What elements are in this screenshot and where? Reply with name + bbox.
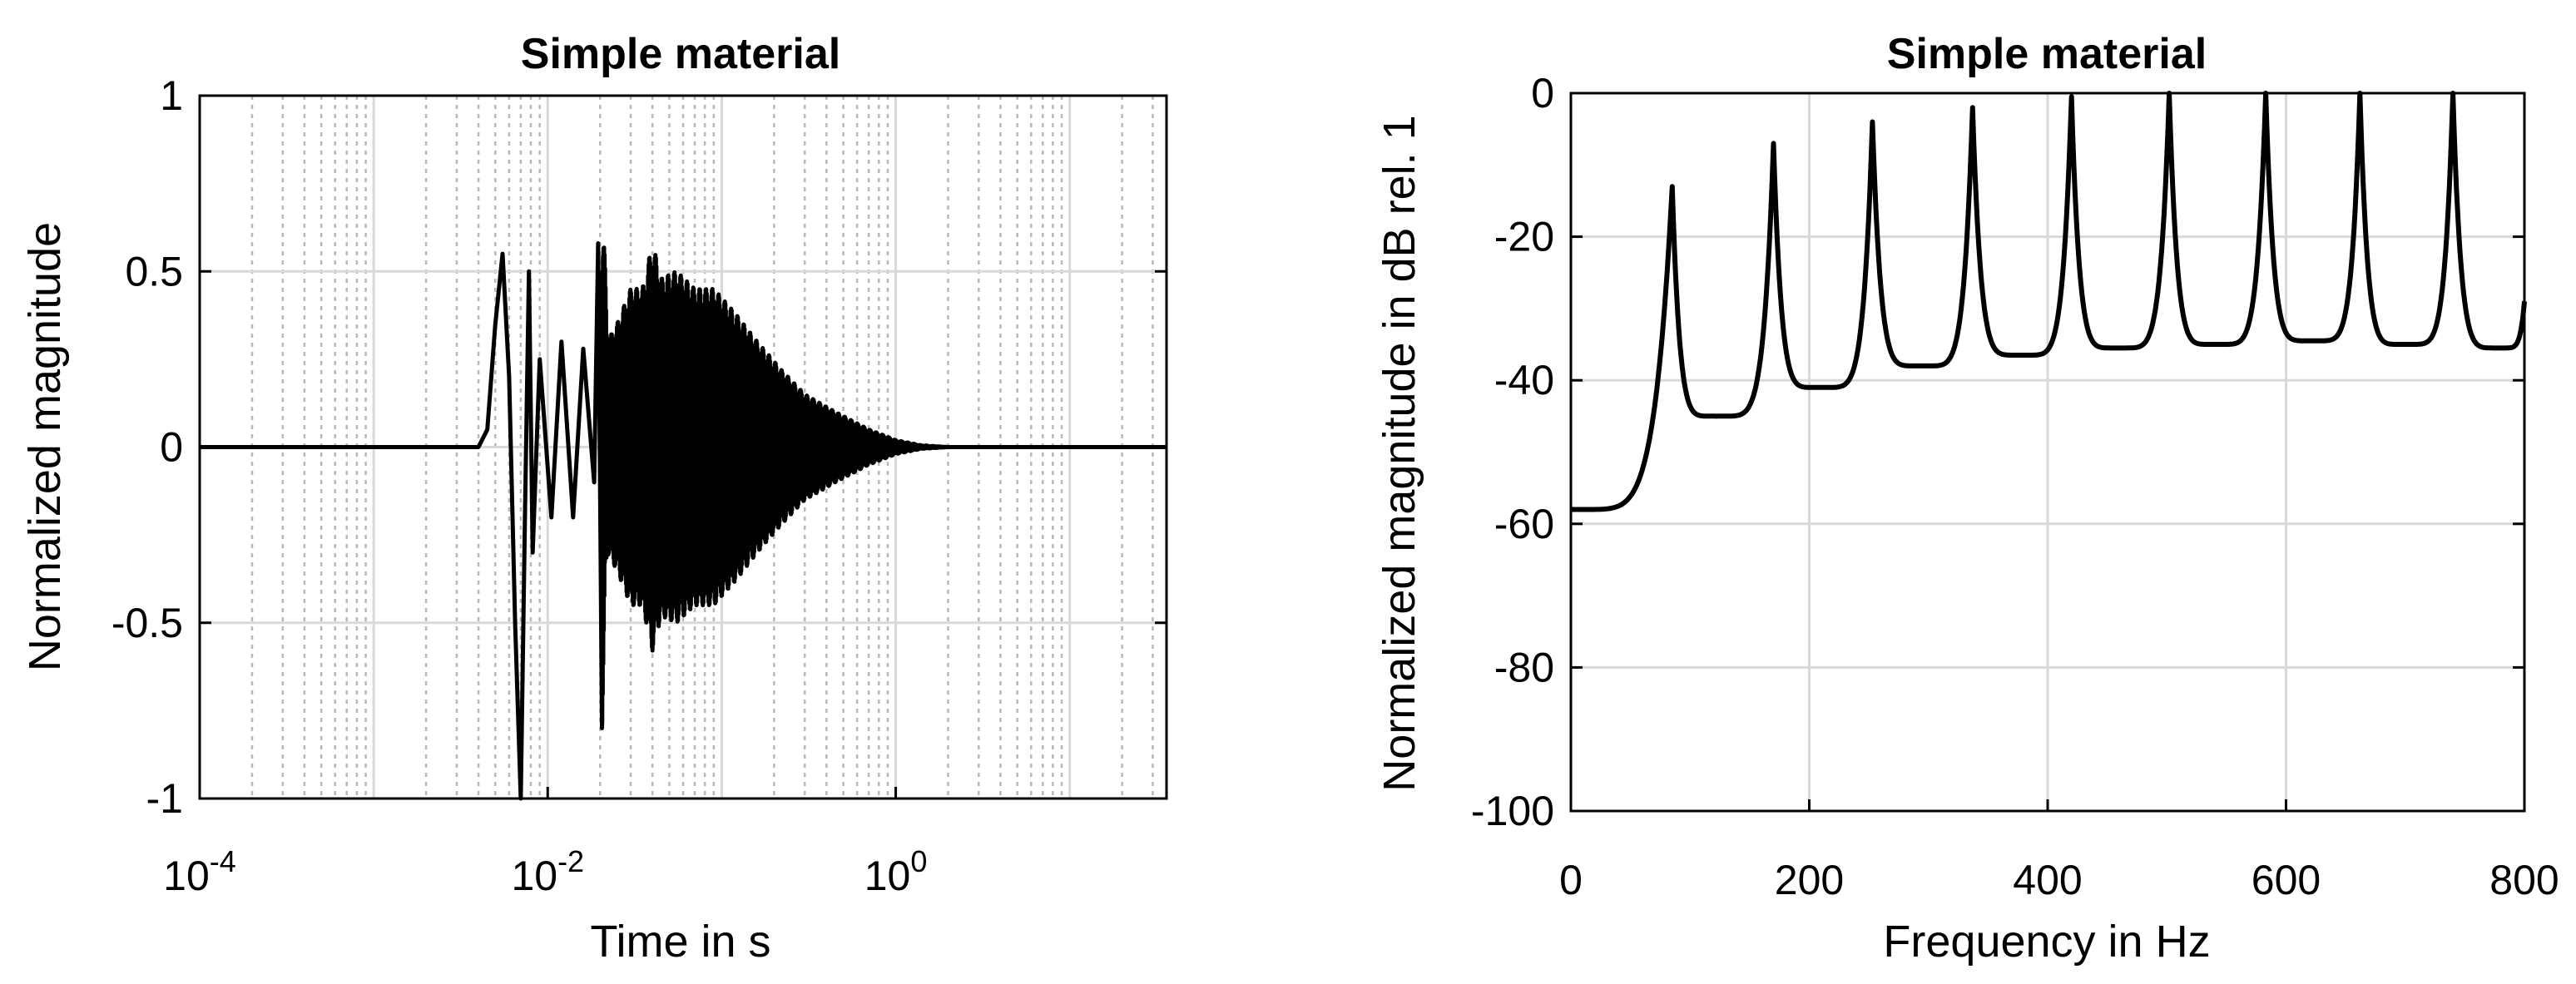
right-y-axis-label: Normalized magnitude in dB rel. 1: [1375, 115, 1424, 791]
right-chart-title: Simple material: [1887, 30, 2207, 78]
y-tick-label: -80: [1494, 644, 1554, 690]
y-tick-label: 0: [160, 424, 183, 471]
x-tick-label: 10-2: [511, 844, 584, 899]
y-tick-label: 0: [1531, 70, 1554, 116]
left-y-axis-label: Normalized magnitude: [20, 222, 70, 671]
x-tick-label: 600: [2252, 857, 2321, 903]
right-axes-box: [1569, 91, 2526, 813]
x-tick-label: 100: [864, 844, 928, 899]
x-tick-label: 800: [2489, 857, 2559, 903]
x-tick-label: 400: [2013, 857, 2082, 903]
x-tick-label: 200: [1775, 857, 1844, 903]
right-x-axis-label: Frequency in Hz: [1883, 917, 2210, 967]
left-waveform-line: [200, 241, 1167, 801]
right-grid: [1571, 93, 2524, 811]
y-tick-label: -60: [1494, 501, 1554, 547]
frequency-domain-plot: Simple material -100 -80 -60 -40 -20 0 0 200 400…: [1375, 30, 2559, 967]
y-tick-label: 1: [160, 72, 183, 119]
left-tick-labels: -1 -0.5 0 0.5 1 10-4 10-2 100: [111, 72, 1167, 899]
x-tick-label: 10-4: [163, 844, 236, 899]
y-tick-label: -0.5: [111, 600, 183, 646]
left-axes-box: [198, 94, 1168, 800]
y-tick-label: -1: [146, 775, 183, 822]
y-tick-label: -20: [1494, 214, 1554, 260]
right-tick-labels: -100 -80 -60 -40 -20 0 0 200 400 600 800: [1471, 70, 2559, 903]
left-chart-title: Simple material: [521, 30, 840, 78]
y-tick-label: 0.5: [125, 248, 183, 294]
time-domain-plot: Simple material -1 -0.5 0 0.5 1 10-4 10-2 100 T…: [20, 30, 1168, 967]
x-tick-label: 0: [1559, 857, 1583, 903]
right-spectrum-line: [1571, 91, 2527, 512]
y-tick-label: -40: [1494, 357, 1554, 403]
left-x-axis-label: Time in s: [590, 917, 770, 967]
y-tick-label: -100: [1471, 788, 1554, 834]
